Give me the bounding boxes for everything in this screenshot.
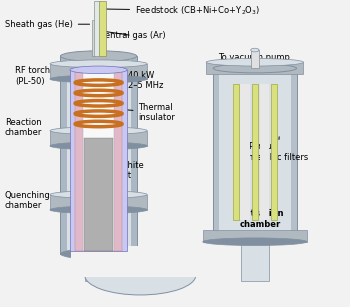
Text: Central gas (Ar): Central gas (Ar) bbox=[99, 31, 165, 40]
Bar bbox=[131, 56, 137, 254]
Text: Sheath gas (He): Sheath gas (He) bbox=[5, 20, 90, 29]
Bar bbox=[75, 70, 122, 251]
Bar bbox=[240, 84, 250, 220]
Bar bbox=[50, 195, 147, 210]
Bar bbox=[203, 230, 307, 242]
Text: Thermal
insulator: Thermal insulator bbox=[124, 103, 175, 122]
Ellipse shape bbox=[50, 142, 147, 150]
Ellipse shape bbox=[50, 206, 147, 214]
Text: Feedstock (CB+Ni+Co+Y$_2$O$_3$): Feedstock (CB+Ni+Co+Y$_2$O$_3$) bbox=[106, 4, 260, 17]
Text: RF torch
(PL-50): RF torch (PL-50) bbox=[15, 66, 50, 86]
Bar bbox=[50, 64, 147, 79]
Ellipse shape bbox=[206, 58, 303, 66]
Text: To vacuum pump: To vacuum pump bbox=[218, 53, 290, 62]
Bar bbox=[241, 236, 269, 281]
Bar bbox=[61, 56, 66, 254]
Bar bbox=[94, 2, 100, 56]
Bar bbox=[213, 68, 219, 236]
Ellipse shape bbox=[50, 191, 147, 198]
Bar bbox=[206, 62, 303, 74]
Ellipse shape bbox=[50, 127, 147, 134]
Text: Porous
metallic filters: Porous metallic filters bbox=[248, 137, 308, 162]
Bar bbox=[71, 246, 217, 277]
Ellipse shape bbox=[61, 249, 137, 259]
Bar bbox=[291, 68, 296, 236]
Bar bbox=[83, 70, 114, 251]
Bar bbox=[251, 50, 259, 68]
Bar bbox=[213, 68, 296, 236]
Ellipse shape bbox=[85, 255, 196, 295]
Ellipse shape bbox=[61, 51, 137, 61]
Text: Quenching
chamber: Quenching chamber bbox=[5, 191, 51, 210]
Bar bbox=[85, 236, 112, 281]
Ellipse shape bbox=[70, 66, 127, 74]
Bar bbox=[252, 84, 258, 220]
Bar bbox=[99, 2, 106, 56]
Ellipse shape bbox=[203, 238, 307, 246]
Bar bbox=[50, 131, 147, 146]
Bar bbox=[92, 20, 95, 56]
Bar bbox=[271, 84, 277, 220]
Ellipse shape bbox=[50, 75, 147, 83]
Bar bbox=[260, 84, 270, 220]
Bar bbox=[70, 70, 127, 251]
Text: 40 kW
2–5 MHz: 40 kW 2–5 MHz bbox=[128, 71, 163, 90]
Ellipse shape bbox=[251, 48, 259, 52]
Text: Filtration
chamber: Filtration chamber bbox=[239, 209, 284, 229]
Bar bbox=[61, 56, 137, 254]
Text: Graphite
insert: Graphite insert bbox=[100, 161, 144, 180]
Bar bbox=[84, 138, 113, 251]
Ellipse shape bbox=[213, 64, 296, 73]
Bar bbox=[233, 84, 239, 220]
Text: Reaction
chamber: Reaction chamber bbox=[5, 118, 42, 137]
Ellipse shape bbox=[50, 60, 147, 68]
